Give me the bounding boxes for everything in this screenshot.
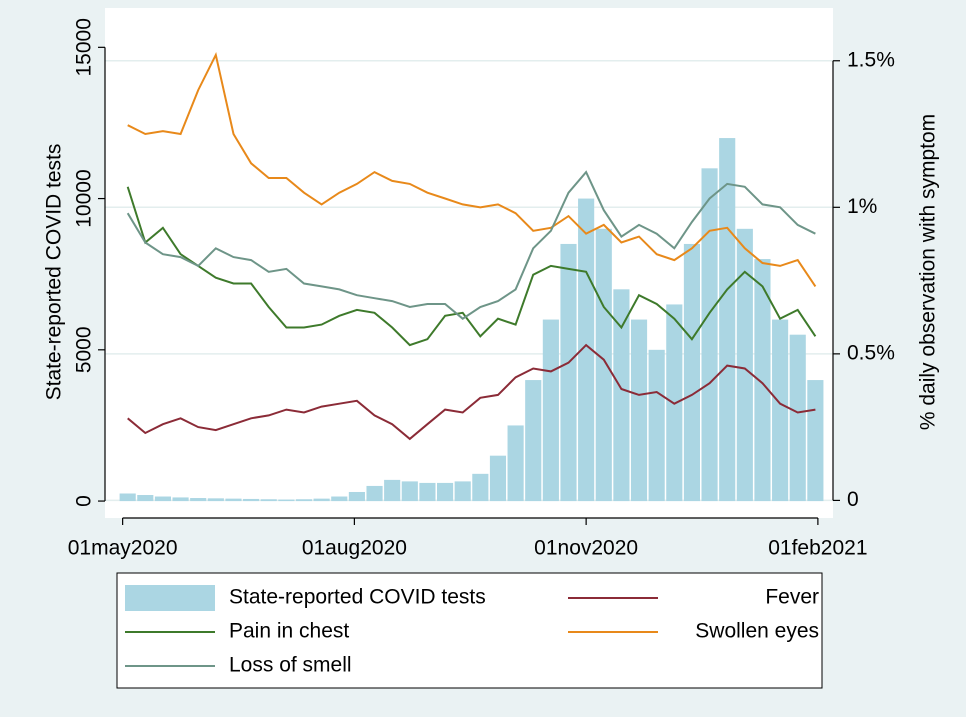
bar	[207, 498, 224, 502]
bar	[578, 198, 595, 502]
line-series	[126, 186, 817, 347]
bar	[401, 481, 418, 502]
bar	[119, 493, 136, 502]
bar	[331, 496, 348, 502]
bar	[172, 497, 189, 502]
bar	[630, 319, 648, 502]
bar	[772, 319, 789, 502]
bar	[507, 425, 524, 502]
bar	[348, 491, 365, 502]
bar	[613, 289, 630, 502]
bar	[789, 334, 806, 502]
bar	[419, 482, 436, 502]
bar	[437, 482, 454, 502]
bar	[736, 228, 753, 502]
y2-axis-title: % daily observation with symptom	[917, 114, 940, 430]
bar	[278, 499, 295, 502]
x-tick-label: 01aug2020	[302, 537, 407, 560]
legend-label: Swollen eyes	[695, 620, 819, 643]
bar	[683, 243, 701, 502]
bar	[243, 498, 260, 502]
legend-label: Fever	[765, 586, 819, 609]
bar	[648, 349, 665, 502]
y-tick-label: 10000	[73, 169, 96, 227]
y2-tick-label: 1%	[847, 195, 877, 218]
y-tick-label: 0	[73, 495, 96, 507]
bar	[295, 499, 313, 502]
y2-tick-label: 0.5%	[847, 341, 895, 364]
x-tick-label: 01feb2021	[768, 537, 867, 560]
bar	[701, 168, 718, 502]
bar	[366, 485, 383, 502]
bar	[260, 499, 277, 502]
bar	[313, 498, 330, 502]
x-tick-label: 01nov2020	[534, 537, 638, 560]
y-tick-label: 15000	[73, 18, 96, 76]
line-series	[126, 170, 816, 320]
y-tick-label: 5000	[73, 326, 96, 373]
legend-label: Loss of smell	[229, 654, 352, 677]
bar	[719, 138, 736, 502]
bar	[560, 243, 577, 502]
bar	[225, 498, 242, 502]
legend-box	[116, 572, 823, 689]
bar	[137, 495, 154, 502]
y2-tick-label: 1.5%	[847, 48, 895, 71]
bar	[454, 481, 471, 502]
bar	[472, 473, 489, 502]
bar	[525, 380, 542, 502]
line-series	[127, 51, 817, 287]
bar	[190, 498, 207, 502]
bar	[807, 380, 824, 502]
bar	[384, 479, 401, 502]
legend-label: Pain in chest	[229, 620, 349, 643]
bar	[595, 228, 612, 502]
y-axis-title: State-reported COVID tests	[43, 144, 66, 401]
bar	[754, 259, 771, 502]
bar	[154, 496, 172, 502]
x-tick-label: 01may2020	[68, 537, 178, 560]
legend-label: State-reported COVID tests	[229, 586, 486, 609]
y2-tick-label: 0	[847, 488, 859, 511]
bar	[489, 455, 507, 502]
legend-swatch	[125, 585, 215, 611]
bar	[542, 319, 559, 502]
line-series	[127, 343, 816, 441]
